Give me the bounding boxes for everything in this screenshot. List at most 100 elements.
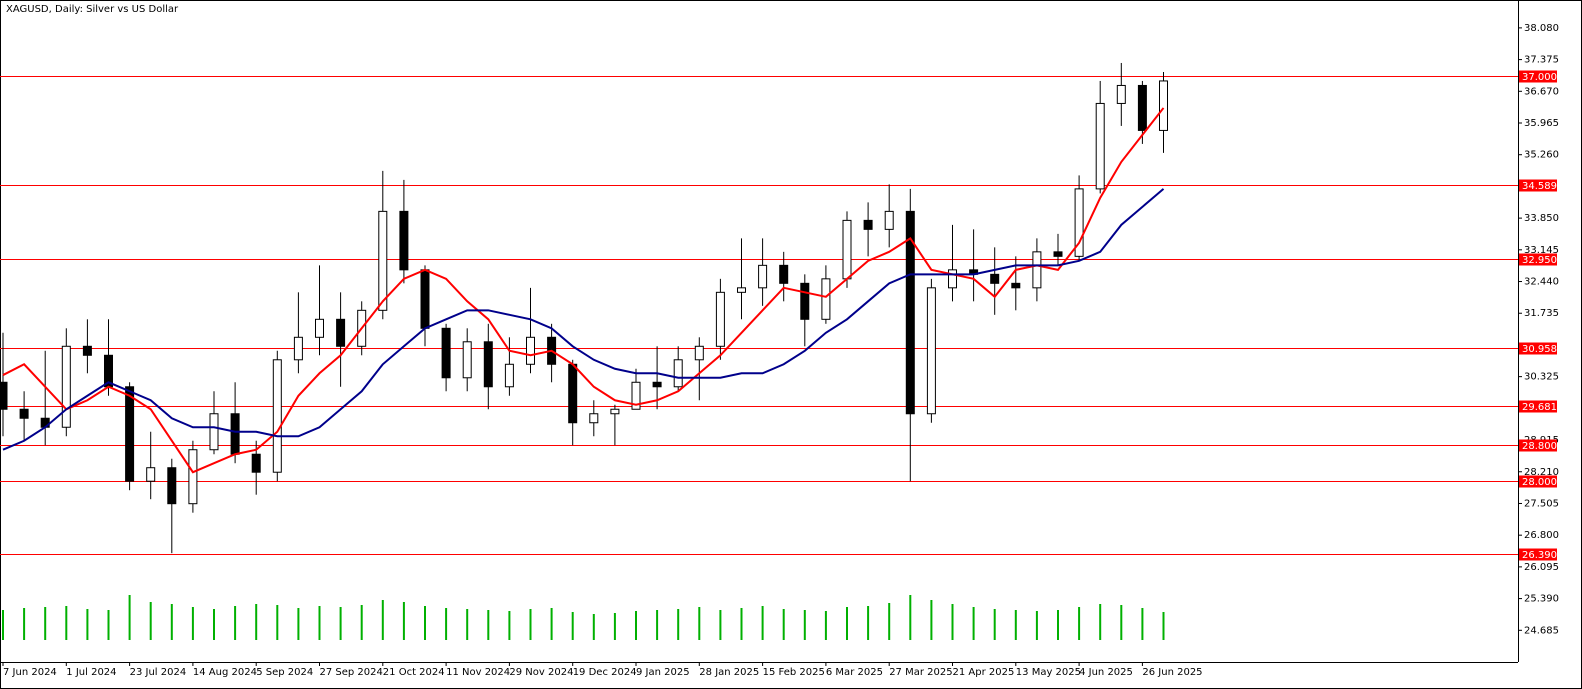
volume-bar — [149, 602, 152, 640]
volume-bar — [930, 600, 933, 640]
y-tick-label: 26.095 — [1524, 562, 1559, 573]
y-tick-label: 28.210 — [1524, 467, 1559, 478]
x-tick-label: 27 Mar 2025 — [889, 667, 952, 678]
y-tick-label: 38.080 — [1524, 23, 1559, 34]
candle-body — [504, 363, 514, 388]
x-tick-label: 6 Mar 2025 — [826, 667, 883, 678]
volume-bar — [107, 610, 110, 640]
volume-bar — [972, 607, 975, 640]
volume-bar — [2, 610, 4, 640]
candle-body — [926, 287, 936, 415]
level-label: 28.000 — [1522, 477, 1557, 488]
candle-body — [61, 345, 71, 428]
volume-bar — [23, 608, 26, 640]
candle-body — [737, 287, 746, 293]
level-label: 37.000 — [1522, 72, 1557, 83]
level-label: 29.681 — [1522, 402, 1557, 413]
candle-body — [652, 381, 662, 388]
y-tick-label: 33.145 — [1524, 245, 1559, 256]
candle-body — [568, 363, 578, 424]
level-label-box — [1519, 253, 1557, 266]
candle-body — [209, 413, 219, 451]
volume-bar — [656, 610, 659, 640]
y-tick-label: 32.440 — [1524, 277, 1559, 288]
candle-body — [863, 219, 873, 230]
volume-bar — [1014, 610, 1017, 640]
level-label: 28.800 — [1522, 441, 1557, 452]
candle-body — [673, 359, 683, 388]
volume-bar — [888, 603, 891, 640]
candle-body — [905, 210, 915, 415]
x-tick-label: 9 Jan 2025 — [636, 667, 690, 678]
x-tick-label: 4 Jun 2025 — [1079, 667, 1133, 678]
candle-body — [1159, 80, 1168, 131]
candle-body — [948, 269, 957, 289]
x-tick-label: 21 Apr 2025 — [953, 667, 1015, 678]
candle-body — [842, 219, 852, 280]
volume-bar — [234, 606, 237, 640]
y-tick-label: 35.965 — [1524, 118, 1559, 129]
candle-body — [293, 336, 303, 361]
volume-bar — [65, 606, 68, 640]
volume-bar — [1078, 607, 1081, 640]
level-label: 32.950 — [1522, 255, 1557, 266]
x-tick-label: 27 Sep 2024 — [320, 667, 383, 678]
y-tick-label: 26.800 — [1524, 530, 1559, 541]
volume-bar — [1141, 608, 1144, 640]
volume-bar — [191, 607, 194, 640]
x-tick-label: 15 Feb 2025 — [763, 667, 825, 678]
candle-body — [610, 408, 620, 415]
volume-bar — [297, 608, 300, 640]
candle-body — [441, 327, 451, 379]
y-tick-label: 35.260 — [1524, 150, 1559, 161]
volume-bar — [213, 609, 215, 640]
candle-body — [378, 210, 388, 311]
x-tick-label: 14 Aug 2024 — [193, 667, 257, 678]
candle-body — [251, 453, 261, 473]
volume-bar — [255, 604, 258, 640]
x-tick-label: 19 Dec 2024 — [573, 667, 637, 678]
candle-body — [1074, 188, 1084, 257]
volume-bar — [360, 605, 363, 640]
volume-bar — [487, 610, 490, 640]
volume-bar — [402, 602, 405, 640]
x-tick-label: 29 Nov 2024 — [509, 667, 573, 678]
candle-body — [694, 345, 704, 361]
candle-body — [420, 269, 430, 329]
candle-body — [125, 386, 135, 482]
level-label-box — [1519, 400, 1557, 413]
candle-body — [188, 449, 198, 505]
candle-body — [462, 341, 472, 379]
volume-bar — [128, 595, 131, 640]
y-tick-label: 36.670 — [1524, 86, 1559, 97]
level-label: 34.589 — [1522, 181, 1557, 192]
volume-bar — [339, 607, 342, 640]
candle-body — [483, 341, 493, 388]
candle-body — [526, 336, 535, 365]
volume-bar — [824, 611, 827, 640]
level-label-box — [1519, 70, 1557, 83]
x-tick-label: 26 Jun 2025 — [1142, 667, 1202, 678]
volume-bar — [951, 604, 954, 640]
x-tick-label: 11 Nov 2024 — [446, 667, 510, 678]
volume-bar — [635, 611, 637, 640]
candle-body — [631, 381, 641, 410]
candle-body — [1032, 251, 1042, 289]
candle-body — [990, 273, 1000, 284]
volume-bar — [846, 607, 848, 640]
candle-body — [167, 467, 177, 505]
level-label-box — [1519, 475, 1557, 488]
volume-bar — [508, 611, 511, 640]
volume-bar — [86, 609, 89, 640]
volume-bar — [1120, 605, 1123, 640]
volume-bar — [993, 609, 996, 640]
volume-bar — [677, 609, 680, 640]
candle-body — [715, 291, 725, 347]
volume-bar — [1035, 611, 1038, 640]
candle-body — [146, 467, 156, 482]
volume-bar — [761, 606, 764, 640]
candle-body — [758, 264, 768, 289]
candle-body — [0, 381, 8, 410]
candle-body — [1011, 282, 1021, 289]
